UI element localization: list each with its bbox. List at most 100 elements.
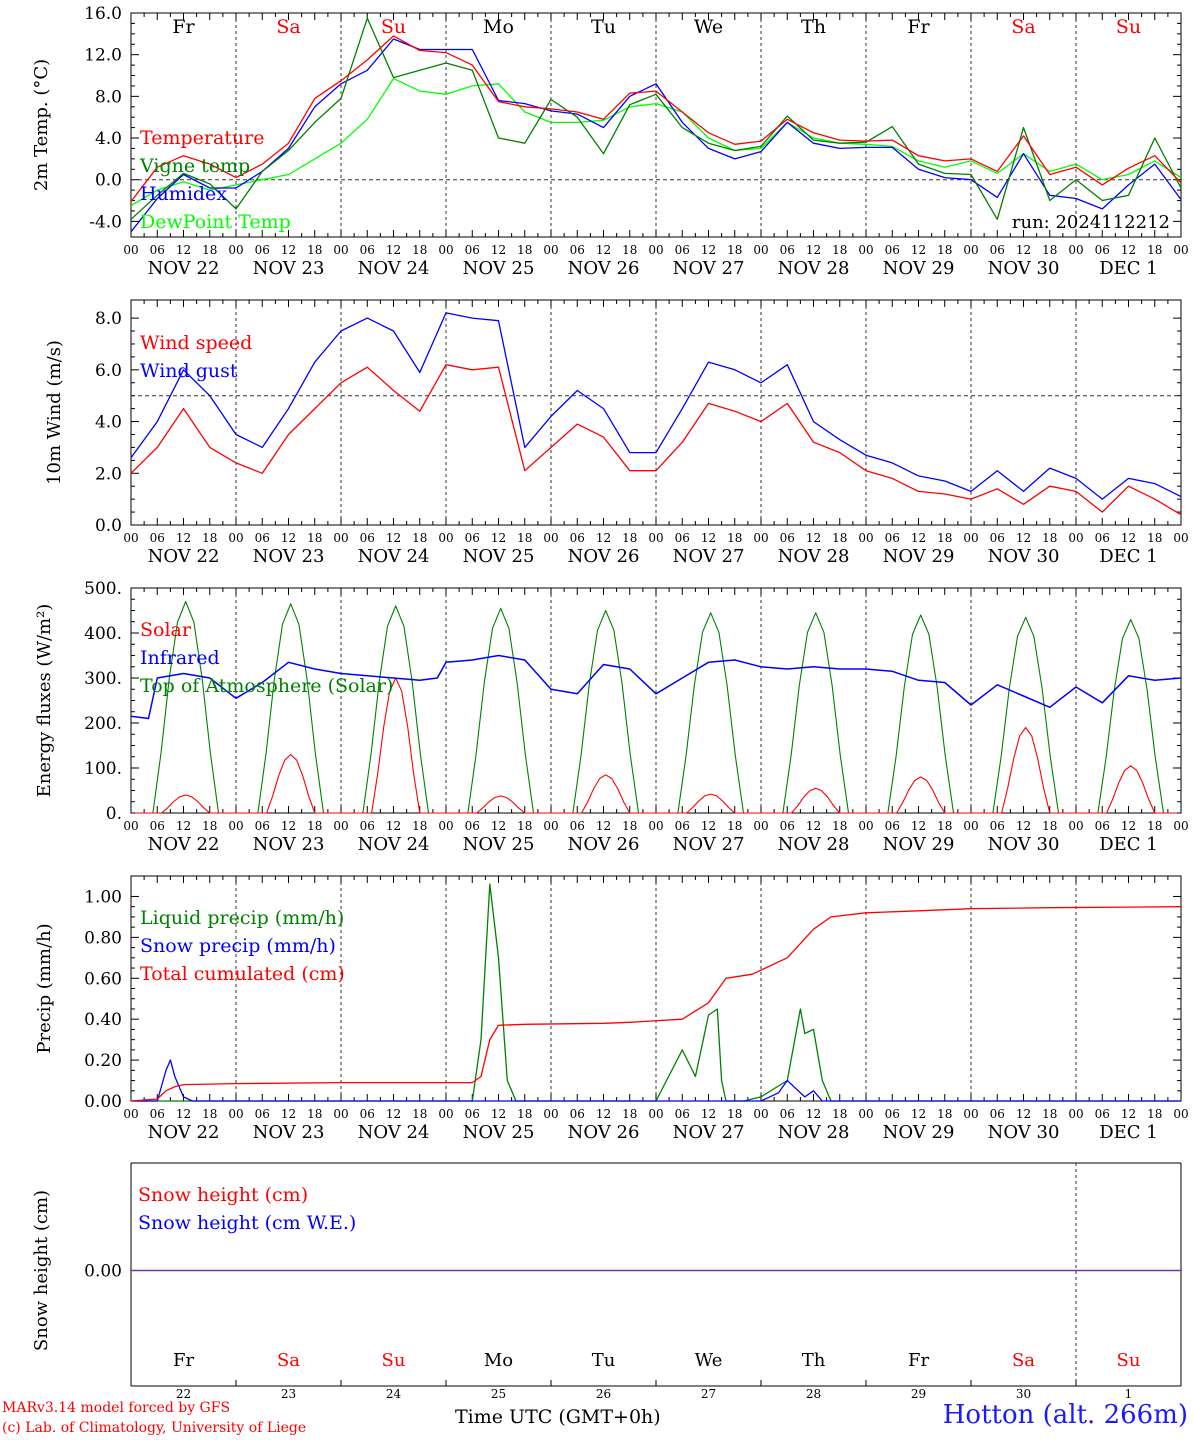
x-tick-label: 06 — [885, 819, 900, 833]
date-label: DEC 1 — [1099, 1122, 1158, 1143]
x-tick-label: 06 — [465, 243, 480, 257]
panel-precipitation: 00 06 12 18 00 06 12 18 00 06 12 18 00 06 12 18 00 06 12 18… — [34, 875, 1189, 1143]
x-tick-label: 06 — [1095, 1107, 1110, 1121]
x-tick-label: 06 — [150, 531, 165, 545]
x-tick-label: 12 — [911, 531, 926, 545]
x-tick-label: 18 — [937, 819, 952, 833]
y-tick-label: 8.0 — [95, 87, 122, 107]
weekday-label: Sa — [1011, 16, 1035, 38]
station-name: Hotton (alt. 266m) — [942, 1400, 1188, 1430]
x-tick-label: 00 — [543, 1107, 558, 1121]
weekday-label: Sa — [276, 16, 300, 38]
x-tick-label: 00 — [1068, 531, 1083, 545]
x-tick-label: 06 — [465, 819, 480, 833]
date-label: NOV 29 — [883, 546, 955, 567]
series-line-snow-precip-mm-h- — [131, 1059, 1181, 1102]
y-axis-label: Snow height (cm) — [31, 1190, 52, 1351]
y-tick-label: 0.80 — [84, 928, 122, 948]
x-tick-label: 00 — [1068, 819, 1083, 833]
date-label: NOV 23 — [253, 1122, 325, 1143]
x-tick-label: 12 — [281, 243, 296, 257]
date-label: NOV 26 — [568, 834, 640, 855]
date-label: NOV 25 — [463, 1122, 535, 1143]
legend-entry: Total cumulated (cm) — [140, 963, 345, 985]
y-tick-label: 1.00 — [84, 887, 122, 907]
y-tick-label: 12.0 — [84, 46, 122, 66]
date-label: NOV 24 — [358, 258, 430, 279]
x-tick-label: 06 — [675, 819, 690, 833]
x-tick-label: 18 — [307, 819, 322, 833]
y-tick-label: 4.0 — [95, 129, 122, 149]
x-tick-label: 12 — [596, 819, 611, 833]
x-tick-label: 00 — [1173, 1107, 1188, 1121]
x-tick-label: 06 — [990, 1107, 1005, 1121]
x-tick-label: 00 — [1173, 243, 1188, 257]
x-tick-label: 06 — [150, 1107, 165, 1121]
x-tick-label: 06 — [150, 819, 165, 833]
legend-entry: Liquid precip (mm/h) — [140, 907, 344, 929]
x-tick-label: 12 — [176, 819, 191, 833]
y-tick-label: 100. — [84, 759, 122, 779]
x-tick-label: 06 — [1095, 531, 1110, 545]
x-tick-label: 18 — [1042, 243, 1057, 257]
x-tick-label: 12 — [1016, 1107, 1031, 1121]
x-tick-label: 06 — [780, 531, 795, 545]
x-tick-label: 18 — [202, 531, 217, 545]
x-tick-label: 12 — [386, 819, 401, 833]
weekday-label: Fr — [173, 1350, 194, 1371]
x-tick-label: 00 — [1068, 243, 1083, 257]
series-line-temperature — [130, 35, 1182, 202]
y-tick-label: -4.0 — [89, 212, 122, 232]
y-axis-label: 2m Temp. (°C) — [31, 59, 52, 191]
x-tick-label: 12 — [701, 1107, 716, 1121]
x-tick-label: 18 — [937, 243, 952, 257]
legend-entry: Infrared — [140, 647, 220, 669]
x-tick-label: 00 — [1173, 819, 1188, 833]
x-tick-label: 18 — [412, 531, 427, 545]
date-label: NOV 25 — [463, 546, 535, 567]
x-tick-label: 18 — [1042, 531, 1057, 545]
x-tick-label: 00 — [543, 531, 558, 545]
x-tick-label: 18 — [307, 243, 322, 257]
x-tick-label: 18 — [727, 819, 742, 833]
date-label: NOV 26 — [568, 1122, 640, 1143]
x-tick-label: 00 — [228, 243, 243, 257]
x-tick-label: 06 — [255, 819, 270, 833]
date-label: NOV 24 — [358, 546, 430, 567]
x-tick-label: 06 — [675, 531, 690, 545]
run-annotation: run: 2024112212 — [1012, 212, 1170, 233]
x-tick-label: 12 — [386, 1107, 401, 1121]
day-number: 1 — [1125, 1387, 1133, 1401]
date-label: NOV 28 — [778, 1122, 850, 1143]
x-tick-label: 12 — [491, 531, 506, 545]
x-tick-label: 00 — [648, 531, 663, 545]
x-tick-label: 18 — [412, 243, 427, 257]
x-tick-label: 06 — [990, 819, 1005, 833]
x-tick-label: 06 — [255, 243, 270, 257]
x-tick-label: 12 — [1016, 243, 1031, 257]
x-tick-label: 06 — [465, 1107, 480, 1121]
weekday-label: Tu — [592, 1350, 616, 1371]
x-tick-label: 00 — [1068, 1107, 1083, 1121]
x-tick-label: 06 — [885, 1107, 900, 1121]
x-tick-label: 18 — [517, 1107, 532, 1121]
panel-snow: 0.00 Snow height (cm) Snow height (cm) Snow… — [31, 1162, 1182, 1401]
x-tick-label: 06 — [675, 1107, 690, 1121]
x-tick-label: 00 — [753, 243, 768, 257]
x-tick-label: 12 — [1016, 531, 1031, 545]
day-number: 27 — [701, 1387, 716, 1401]
x-tick-label: 18 — [937, 531, 952, 545]
x-tick-label: 12 — [1121, 819, 1136, 833]
x-tick-label: 00 — [123, 819, 138, 833]
y-tick-label: 6.0 — [95, 361, 122, 381]
day-number: 29 — [911, 1387, 926, 1401]
x-tick-label: 00 — [228, 819, 243, 833]
x-tick-label: 18 — [937, 1107, 952, 1121]
weekday-label: Mo — [483, 16, 514, 38]
date-label: NOV 24 — [358, 834, 430, 855]
x-tick-label: 00 — [963, 243, 978, 257]
x-tick-label: 06 — [255, 531, 270, 545]
panel-frame — [130, 12, 1182, 238]
date-label: NOV 24 — [358, 1122, 430, 1143]
